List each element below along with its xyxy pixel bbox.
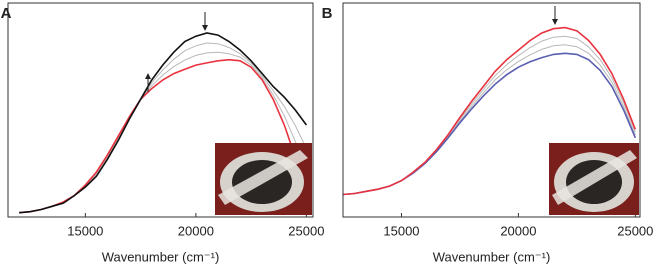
inset-photo-b	[549, 143, 639, 215]
x-tick-label: 15000	[383, 223, 419, 238]
panel: 15000 20000 25000 Wavenumber (cm⁻¹) A	[1, 2, 324, 264]
x-tick-label: 20000	[500, 223, 536, 238]
plot-frame	[342, 2, 641, 218]
x-tick-label: 20000	[178, 223, 214, 238]
panel: 15000 20000 25000 Wavenumber (cm⁻¹) B	[322, 2, 653, 264]
x-axis-label: Wavenumber (cm⁻¹)	[433, 249, 551, 264]
panel-label: A	[1, 5, 12, 22]
x-tick-label: 15000	[67, 223, 103, 238]
x-tick-label: 25000	[617, 223, 653, 238]
inset-photo-a	[215, 143, 312, 215]
x-tick-label: 25000	[288, 223, 324, 238]
x-axis-label: Wavenumber (cm⁻¹)	[102, 249, 220, 264]
panel-label: B	[322, 5, 333, 22]
spectrum-line	[19, 32, 308, 214]
plot-frame	[7, 2, 314, 218]
spectrum-line	[342, 26, 637, 196]
